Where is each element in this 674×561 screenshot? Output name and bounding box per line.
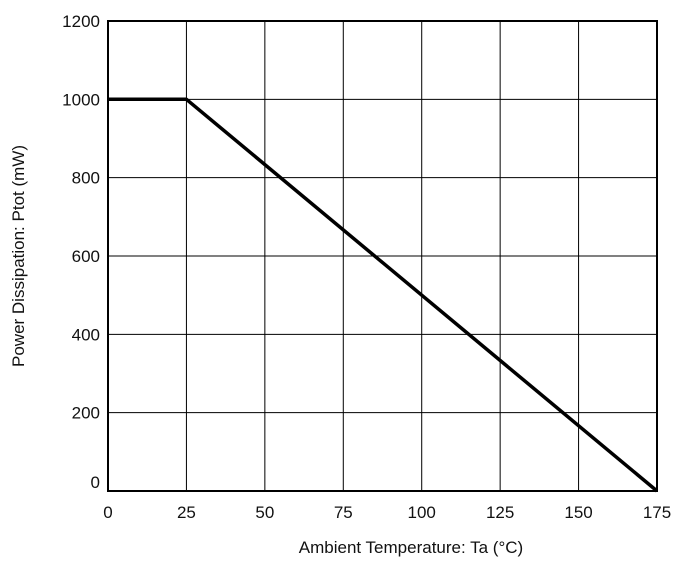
x-axis-label: Ambient Temperature: Ta (°C) — [299, 538, 523, 557]
y-tick-label: 1200 — [62, 12, 100, 31]
x-tick-label: 125 — [486, 503, 514, 522]
grid-lines — [108, 21, 657, 491]
x-tick-label: 25 — [177, 503, 196, 522]
plot-frame — [107, 20, 658, 492]
x-tick-label: 175 — [643, 503, 671, 522]
y-tick-label: 0 — [91, 473, 100, 492]
x-tick-label: 50 — [255, 503, 274, 522]
y-tick-labels: 0 200 400 600 800 1000 1200 — [62, 12, 100, 492]
y-tick-label: 400 — [72, 325, 100, 344]
y-tick-label: 1000 — [62, 90, 100, 109]
y-tick-label: 600 — [72, 247, 100, 266]
x-tick-label: 150 — [564, 503, 592, 522]
y-tick-label: 200 — [72, 404, 100, 423]
y-axis-label: Power Dissipation: Ptot (mW) — [9, 145, 28, 367]
series-line — [108, 97, 659, 493]
y-tick-label: 800 — [72, 169, 100, 188]
x-tick-label: 100 — [408, 503, 436, 522]
x-tick-label: 75 — [334, 503, 353, 522]
x-tick-label: 0 — [103, 503, 112, 522]
x-tick-labels: 0 25 50 75 100 125 150 175 — [103, 503, 671, 522]
